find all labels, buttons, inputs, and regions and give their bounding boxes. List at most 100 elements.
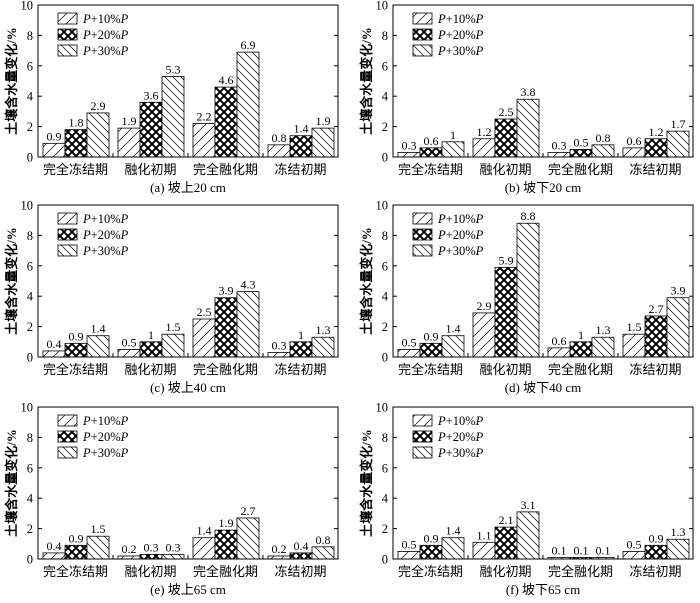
bar-value-label: 1.9 [122, 114, 137, 128]
bar [289, 552, 313, 560]
legend-label: P+30%P [82, 446, 129, 460]
legend-swatch [412, 44, 433, 57]
legend-label: P+20%P [82, 430, 129, 444]
bar-value-label: 2.2 [197, 110, 212, 124]
y-tick-label: 6 [27, 461, 33, 475]
bar-value-label: 0.6 [627, 134, 642, 148]
bar-value-label: 1.4 [197, 524, 212, 538]
legend-swatch [57, 446, 78, 459]
bar-value-label: 2.7 [649, 302, 664, 316]
y-tick-label: 10 [376, 0, 389, 13]
bar-value-label: 2.5 [197, 305, 212, 319]
y-tick-label: 4 [27, 290, 34, 304]
bar-value-label: 3.1 [521, 498, 536, 512]
y-axis-label: 土壤含水量变化/% [4, 27, 19, 135]
bar [42, 552, 66, 560]
bar [86, 335, 110, 358]
bar-value-label: 5.9 [499, 253, 514, 267]
bar-value-label: 1.5 [166, 320, 181, 334]
bar-value-label: 0.9 [424, 531, 439, 545]
bar [591, 144, 615, 158]
bar [42, 350, 66, 358]
bar-value-label: 8.8 [521, 209, 536, 223]
bar-value-label: 1.3 [671, 525, 686, 539]
bar [397, 551, 421, 560]
plot-frame [392, 204, 694, 358]
y-tick-label: 10 [21, 0, 34, 13]
bar-value-label: 1.2 [477, 125, 492, 139]
chart-panel-6: 土壤含水量变化/% 0 2 4 6 8 10 0.5 0.9 1.4 完全冻结期 1.1 2.1 3.1 融… [359, 401, 694, 597]
x-tick-label: 完全冻结期 [43, 162, 108, 177]
bar-value-label: 1 [578, 328, 584, 342]
legend-swatch [57, 28, 78, 41]
bar [64, 129, 88, 158]
bar-value-label: 1.4 [294, 122, 309, 136]
plot-frame [37, 4, 339, 158]
bar [494, 266, 518, 358]
y-tick-label: 2 [27, 522, 33, 536]
chart-panel-4: 土壤含水量变化/% 0 2 4 6 8 10 0.5 0.9 1.4 完全冻结期 2.9 5.9 8.8 融… [359, 199, 694, 395]
x-tick-label: 完全融化期 [548, 564, 613, 579]
bar-value-label: 3.6 [144, 88, 159, 102]
bar-value-label: 0.9 [69, 531, 84, 545]
bar [419, 342, 443, 358]
legend-label: P+20%P [437, 28, 484, 42]
bar [192, 537, 216, 560]
y-tick-label: 8 [27, 229, 33, 243]
y-axis-label: 土壤含水量变化/% [359, 429, 374, 537]
bar [214, 86, 238, 158]
y-tick-label: 6 [27, 259, 33, 273]
bar [311, 127, 335, 158]
plot-frame [392, 4, 694, 158]
legend-swatch [57, 430, 78, 443]
bar [311, 336, 335, 358]
bar-value-label: 1.2 [649, 125, 664, 139]
y-axis-label: 土壤含水量变化/% [4, 227, 19, 335]
x-tick-label: 融化初期 [124, 362, 176, 377]
bar [139, 101, 163, 158]
legend-label: P+10%P [82, 212, 129, 226]
bar-value-label: 1 [298, 328, 304, 342]
bar-value-label: 4.6 [219, 73, 234, 87]
y-tick-label: 6 [382, 461, 388, 475]
bar-value-label: 0.4 [294, 539, 309, 553]
bar-value-label: 6.9 [241, 38, 256, 52]
panel-caption: (b) 坡下20 cm [505, 180, 582, 195]
y-tick-label: 4 [27, 492, 34, 506]
y-tick-label: 10 [21, 401, 34, 415]
bar-value-label: 1 [148, 328, 154, 342]
bar-value-label: 0.5 [122, 335, 137, 349]
bar [622, 551, 646, 560]
x-tick-label: 完全融化期 [193, 362, 258, 377]
y-axis-label: 土壤含水量变化/% [359, 227, 374, 335]
legend-label: P+30%P [437, 244, 484, 258]
bar [86, 535, 110, 560]
y-axis-label: 土壤含水量变化/% [4, 429, 19, 537]
bar-value-label: 0.5 [402, 335, 417, 349]
panel-caption: (f) 坡下65 cm [506, 582, 580, 597]
legend-swatch [57, 244, 78, 257]
legend-label: P+30%P [82, 244, 129, 258]
bar-value-label: 0.5 [402, 537, 417, 551]
legend-swatch [412, 228, 433, 241]
bar-value-label: 0.1 [596, 543, 611, 557]
bar-value-label: 1.4 [91, 322, 106, 336]
y-tick-label: 10 [376, 401, 389, 415]
bar-value-label: 2.5 [499, 105, 514, 119]
bar-value-label: 0.9 [69, 329, 84, 343]
bar-value-label: 0.2 [122, 542, 137, 556]
legend-label: P+30%P [437, 446, 484, 460]
bar-value-label: 3.9 [671, 284, 686, 298]
bar [397, 152, 421, 158]
bar-value-label: 2.1 [499, 513, 514, 527]
bar-value-label: 0.3 [402, 138, 417, 152]
bar-value-label: 1.5 [627, 320, 642, 334]
bar [472, 138, 496, 158]
x-tick-label: 融化初期 [479, 564, 531, 579]
bar-value-label: 1.3 [316, 323, 331, 337]
bar [441, 141, 465, 158]
bar [569, 148, 593, 158]
bar-value-label: 0.4 [47, 539, 62, 553]
y-tick-label: 4 [382, 492, 389, 506]
